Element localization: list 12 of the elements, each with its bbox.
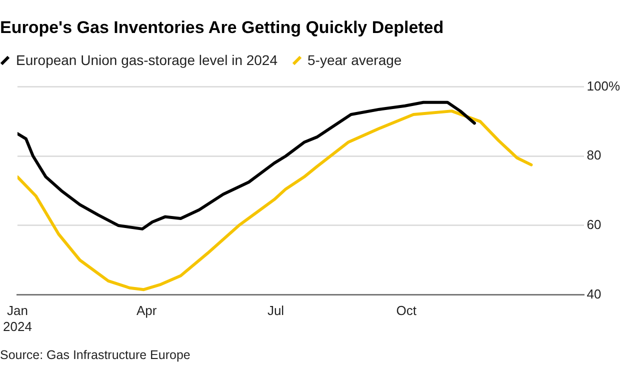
- chart-title: Europe's Gas Inventories Are Getting Quickly Depleted: [0, 18, 444, 38]
- y-tick-label: 40: [586, 286, 602, 302]
- x-tick-label: Oct: [396, 303, 417, 318]
- legend-label: European Union gas-storage level in 2024: [16, 52, 278, 68]
- source-note: Source: Gas Infrastructure Europe: [0, 348, 190, 362]
- legend-label: 5-year average: [308, 52, 402, 68]
- y-tick-label: 100%: [586, 78, 620, 94]
- x-tick-label: Jan 2024: [3, 303, 32, 334]
- y-tick-label: 60: [586, 217, 602, 232]
- x-tick-label: Jul: [267, 303, 284, 318]
- x-tick-label: Apr: [136, 303, 158, 318]
- y-tick-label: 80: [586, 148, 602, 163]
